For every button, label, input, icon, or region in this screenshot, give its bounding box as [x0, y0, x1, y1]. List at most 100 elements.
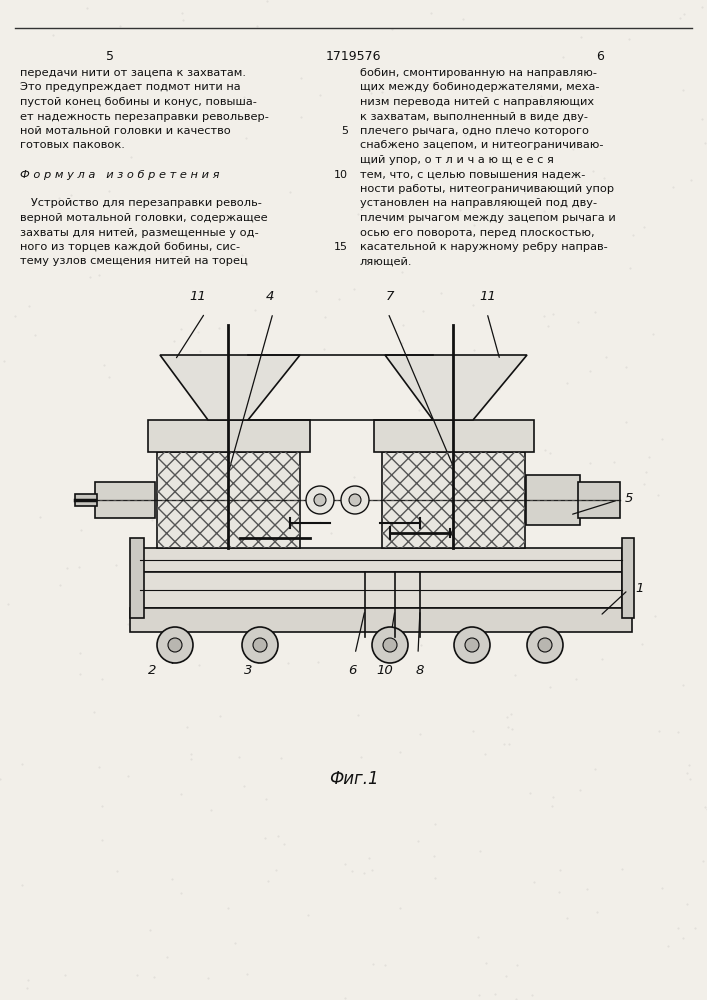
- Point: [502, 709, 513, 725]
- Point: [590, 761, 601, 777]
- Point: [253, 438, 264, 454]
- Point: [208, 404, 219, 420]
- Point: [301, 580, 312, 596]
- Circle shape: [168, 638, 182, 652]
- Text: Фиг.1: Фиг.1: [329, 770, 378, 788]
- Point: [165, 234, 177, 250]
- Point: [554, 884, 565, 900]
- Point: [429, 816, 440, 832]
- Text: передачи нити от зацепа к захватам.: передачи нити от зацепа к захватам.: [20, 68, 246, 78]
- Point: [468, 723, 479, 739]
- Point: [192, 287, 204, 303]
- Point: [175, 258, 186, 274]
- Point: [431, 530, 442, 546]
- Point: [510, 991, 522, 1000]
- Circle shape: [349, 494, 361, 506]
- Point: [296, 70, 307, 86]
- Point: [525, 785, 536, 801]
- Point: [653, 723, 665, 739]
- Text: ляющей.: ляющей.: [360, 256, 412, 266]
- Point: [302, 907, 313, 923]
- Point: [624, 260, 636, 276]
- Point: [507, 234, 518, 250]
- Point: [617, 861, 628, 877]
- Point: [47, 27, 59, 43]
- Point: [0, 771, 6, 787]
- Point: [426, 5, 437, 21]
- Point: [547, 306, 559, 322]
- Point: [276, 535, 287, 551]
- Text: осью его поворота, перед плоскостью,: осью его поворота, перед плоскостью,: [360, 228, 595, 237]
- Point: [413, 402, 424, 418]
- Point: [672, 724, 683, 740]
- Point: [576, 213, 588, 229]
- Point: [97, 671, 108, 687]
- Point: [647, 326, 658, 342]
- Point: [638, 219, 650, 235]
- Point: [310, 283, 322, 299]
- Point: [75, 167, 86, 183]
- Point: [164, 587, 175, 603]
- Point: [677, 930, 689, 946]
- Point: [493, 381, 505, 397]
- Point: [528, 874, 539, 890]
- Text: Ф о р м у л а   и з о б р е т е н и я: Ф о р м у л а и з о б р е т е н и я: [20, 169, 219, 180]
- Point: [399, 454, 411, 470]
- Point: [696, 0, 707, 15]
- Circle shape: [465, 638, 479, 652]
- Point: [54, 577, 66, 593]
- Text: плечего рычага, одно плечо которого: плечего рычага, одно плечо которого: [360, 126, 589, 136]
- Point: [652, 487, 663, 503]
- Text: плечим рычагом между зацепом рычага и: плечим рычагом между зацепом рычага и: [360, 213, 616, 223]
- Point: [436, 285, 447, 301]
- Point: [177, 598, 189, 614]
- Text: 1719576: 1719576: [325, 50, 381, 63]
- Point: [185, 746, 197, 762]
- Point: [261, 0, 272, 9]
- Text: 4: 4: [266, 290, 274, 303]
- Point: [229, 935, 240, 951]
- Circle shape: [538, 638, 552, 652]
- Point: [352, 206, 363, 222]
- Point: [0, 353, 9, 369]
- Point: [366, 862, 378, 878]
- Point: [43, 224, 54, 240]
- Point: [174, 169, 185, 185]
- Circle shape: [253, 638, 267, 652]
- Point: [161, 949, 173, 965]
- Point: [238, 778, 250, 794]
- Point: [539, 308, 550, 324]
- Point: [181, 719, 192, 735]
- Point: [333, 291, 344, 307]
- Point: [418, 617, 429, 633]
- Point: [472, 929, 484, 945]
- Point: [509, 231, 520, 247]
- Circle shape: [157, 627, 193, 663]
- Point: [74, 645, 86, 661]
- Point: [175, 786, 187, 802]
- Point: [397, 317, 409, 333]
- Point: [35, 509, 46, 525]
- Point: [412, 833, 423, 849]
- Point: [197, 241, 209, 257]
- Bar: [130, 608, 632, 632]
- Point: [395, 900, 406, 916]
- Point: [489, 986, 501, 1000]
- Point: [397, 264, 408, 280]
- Point: [468, 342, 479, 358]
- Point: [474, 987, 485, 1000]
- Point: [555, 566, 566, 582]
- Point: [399, 208, 411, 224]
- Bar: [622, 538, 634, 618]
- Text: Это предупреждает подмот нити на: Это предупреждает подмот нити на: [20, 83, 240, 93]
- Point: [228, 595, 239, 611]
- Point: [237, 421, 248, 437]
- Point: [74, 559, 85, 575]
- Text: 1: 1: [635, 582, 643, 594]
- Point: [387, 21, 398, 37]
- Point: [65, 187, 76, 203]
- Text: бобин, смонтированную на направляю-: бобин, смонтированную на направляю-: [360, 68, 597, 78]
- Point: [699, 799, 707, 815]
- Point: [320, 309, 331, 325]
- Point: [450, 536, 462, 552]
